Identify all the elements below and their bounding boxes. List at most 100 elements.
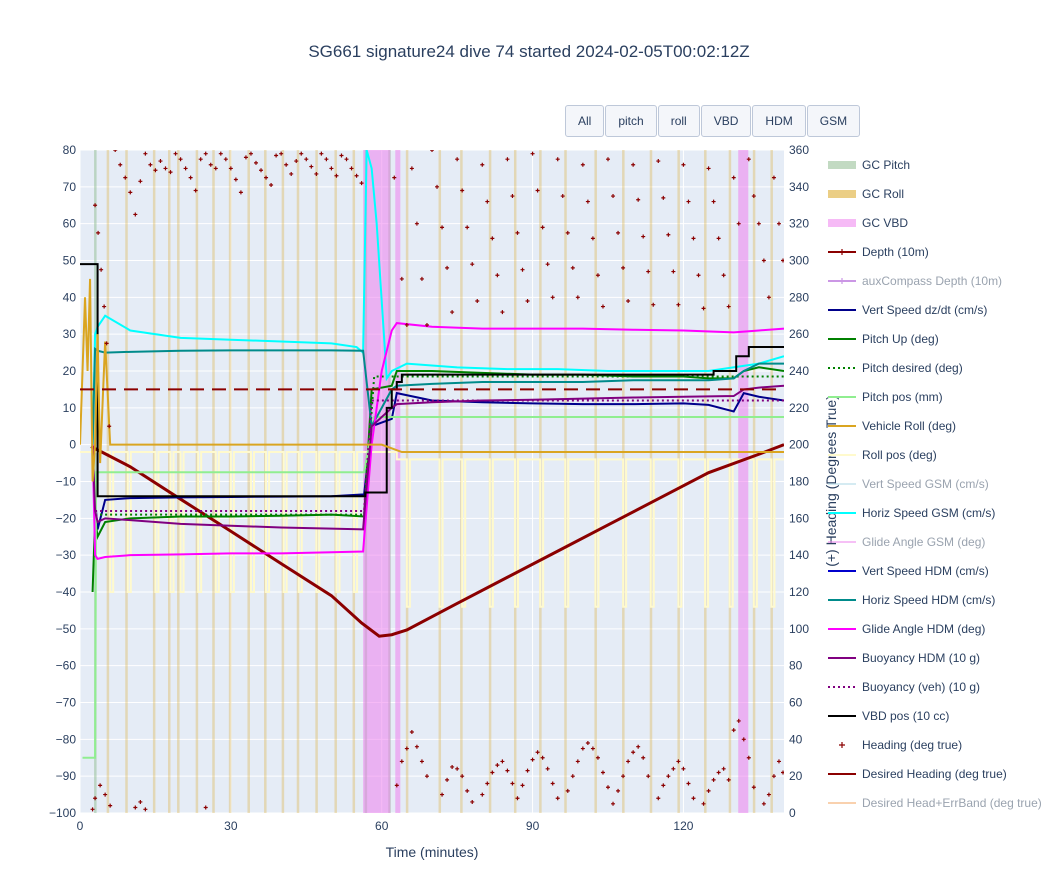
- legend-item[interactable]: Buoyancy HDM (10 g): [826, 643, 1056, 672]
- heading-marker: [726, 304, 731, 309]
- btn-pitch[interactable]: pitch: [605, 105, 657, 137]
- y-tick-label: −30: [56, 548, 77, 562]
- y-tick-label: 40: [63, 290, 77, 304]
- legend-item[interactable]: GC Pitch: [826, 150, 1056, 179]
- heading-marker: [329, 166, 334, 171]
- y-tick-label: −90: [56, 769, 77, 783]
- x-tick-label: 60: [375, 819, 389, 833]
- heading-marker: [213, 166, 218, 171]
- heading-marker: [198, 157, 203, 162]
- heading-marker: [666, 232, 671, 237]
- heading-marker: [96, 230, 101, 235]
- y-tick-label: −40: [56, 585, 77, 599]
- heading-marker: [208, 162, 213, 167]
- heading-marker: [414, 744, 419, 749]
- y2-tick-label: 320: [789, 217, 809, 231]
- heading-marker: [289, 171, 294, 176]
- heading-marker: [319, 151, 324, 156]
- heading-marker: [560, 194, 565, 199]
- heading-marker: [751, 785, 756, 790]
- heading-marker: [490, 236, 495, 241]
- heading-marker: [284, 162, 289, 167]
- legend-label: Horiz Speed HDM (cm/s): [862, 592, 996, 607]
- btn-gsm[interactable]: GSM: [806, 105, 861, 137]
- legend-symbol: [826, 361, 858, 375]
- series: [80, 150, 784, 759]
- heading-marker: [691, 796, 696, 801]
- heading-marker: [565, 230, 570, 235]
- legend-item[interactable]: Depth (10m): [826, 237, 1056, 266]
- heading-marker: [746, 755, 751, 760]
- legend-symbol: [826, 535, 858, 549]
- legend-symbol: [826, 477, 858, 491]
- legend-item[interactable]: GC VBD: [826, 208, 1056, 237]
- btn-all[interactable]: All: [565, 105, 605, 137]
- legend-item[interactable]: Vert Speed HDM (cm/s): [826, 556, 1056, 585]
- legend-item[interactable]: auxCompass Depth (10m): [826, 266, 1056, 295]
- heading-marker: [475, 299, 480, 304]
- heading-marker: [631, 750, 636, 755]
- legend-item[interactable]: Glide Angle HDM (deg): [826, 614, 1056, 643]
- heading-marker: [233, 177, 238, 182]
- legend-label: Glide Angle HDM (deg): [862, 621, 986, 636]
- legend-item[interactable]: Glide Angle GSM (deg): [826, 527, 1056, 556]
- legend-symbol: [826, 245, 858, 259]
- legend-symbol: [826, 187, 858, 201]
- btn-vbd[interactable]: VBD: [700, 105, 752, 137]
- legend-item[interactable]: GC Roll: [826, 179, 1056, 208]
- legend-item[interactable]: Pitch desired (deg): [826, 353, 1056, 382]
- heading-marker: [93, 796, 98, 801]
- heading-marker: [138, 179, 143, 184]
- legend-item[interactable]: Vert Speed dz/dt (cm/s): [826, 295, 1056, 324]
- heading-marker: [595, 755, 600, 760]
- legend-item[interactable]: VBD pos (10 cc): [826, 701, 1056, 730]
- heading-marker: [500, 759, 505, 764]
- heading-marker: [133, 212, 138, 217]
- heading-marker: [716, 770, 721, 775]
- legend-item[interactable]: Desired Heading (deg true): [826, 759, 1056, 788]
- legend-symbol: [826, 593, 858, 607]
- y2-tick-label: 40: [789, 732, 803, 746]
- heading-marker: [440, 792, 445, 797]
- y-tick-label: 0: [69, 438, 76, 452]
- legend-item[interactable]: Horiz Speed GSM (cm/s): [826, 498, 1056, 527]
- heading-marker: [392, 175, 397, 180]
- heading-marker: [651, 302, 656, 307]
- btn-roll[interactable]: roll: [657, 105, 700, 137]
- btn-hdm[interactable]: HDM: [752, 105, 806, 137]
- heading-marker: [641, 234, 646, 239]
- legend-item[interactable]: Desired Head+ErrBand (deg true): [826, 788, 1056, 817]
- heading-marker: [736, 718, 741, 723]
- legend-item[interactable]: Horiz Speed HDM (cm/s): [826, 585, 1056, 614]
- heading-marker: [616, 788, 621, 793]
- heading-marker: [590, 746, 595, 751]
- heading-marker: [641, 755, 646, 760]
- heading-marker: [153, 168, 158, 173]
- legend-symbol: [826, 738, 858, 752]
- legend-item[interactable]: Buoyancy (veh) (10 g): [826, 672, 1056, 701]
- legend-item[interactable]: Vehicle Roll (deg): [826, 411, 1056, 440]
- legend-item[interactable]: Heading (deg true): [826, 730, 1056, 759]
- y2-tick-label: 240: [789, 364, 809, 378]
- heading-marker: [143, 151, 148, 156]
- heading-marker: [248, 151, 253, 156]
- heading-marker: [168, 170, 173, 175]
- y-tick-label: 50: [63, 254, 77, 268]
- legend-symbol: [826, 564, 858, 578]
- legend-item[interactable]: Roll pos (deg): [826, 440, 1056, 469]
- legend-label: Heading (deg true): [862, 737, 963, 752]
- legend-label: GC Roll: [862, 186, 905, 201]
- heading-marker: [691, 236, 696, 241]
- x-tick-label: 90: [526, 819, 540, 833]
- heading-marker: [686, 781, 691, 786]
- legend-item[interactable]: Vert Speed GSM (cm/s): [826, 469, 1056, 498]
- heading-marker: [761, 801, 766, 806]
- y-tick-label: 20: [63, 364, 77, 378]
- legend-item[interactable]: Pitch pos (mm): [826, 382, 1056, 411]
- legend-item[interactable]: Pitch Up (deg): [826, 324, 1056, 353]
- series-vehicle-roll-deg: [80, 278, 784, 482]
- heading-marker: [419, 759, 424, 764]
- heading-marker: [706, 166, 711, 171]
- y2-tick-label: 160: [789, 511, 809, 525]
- heading-marker: [686, 199, 691, 204]
